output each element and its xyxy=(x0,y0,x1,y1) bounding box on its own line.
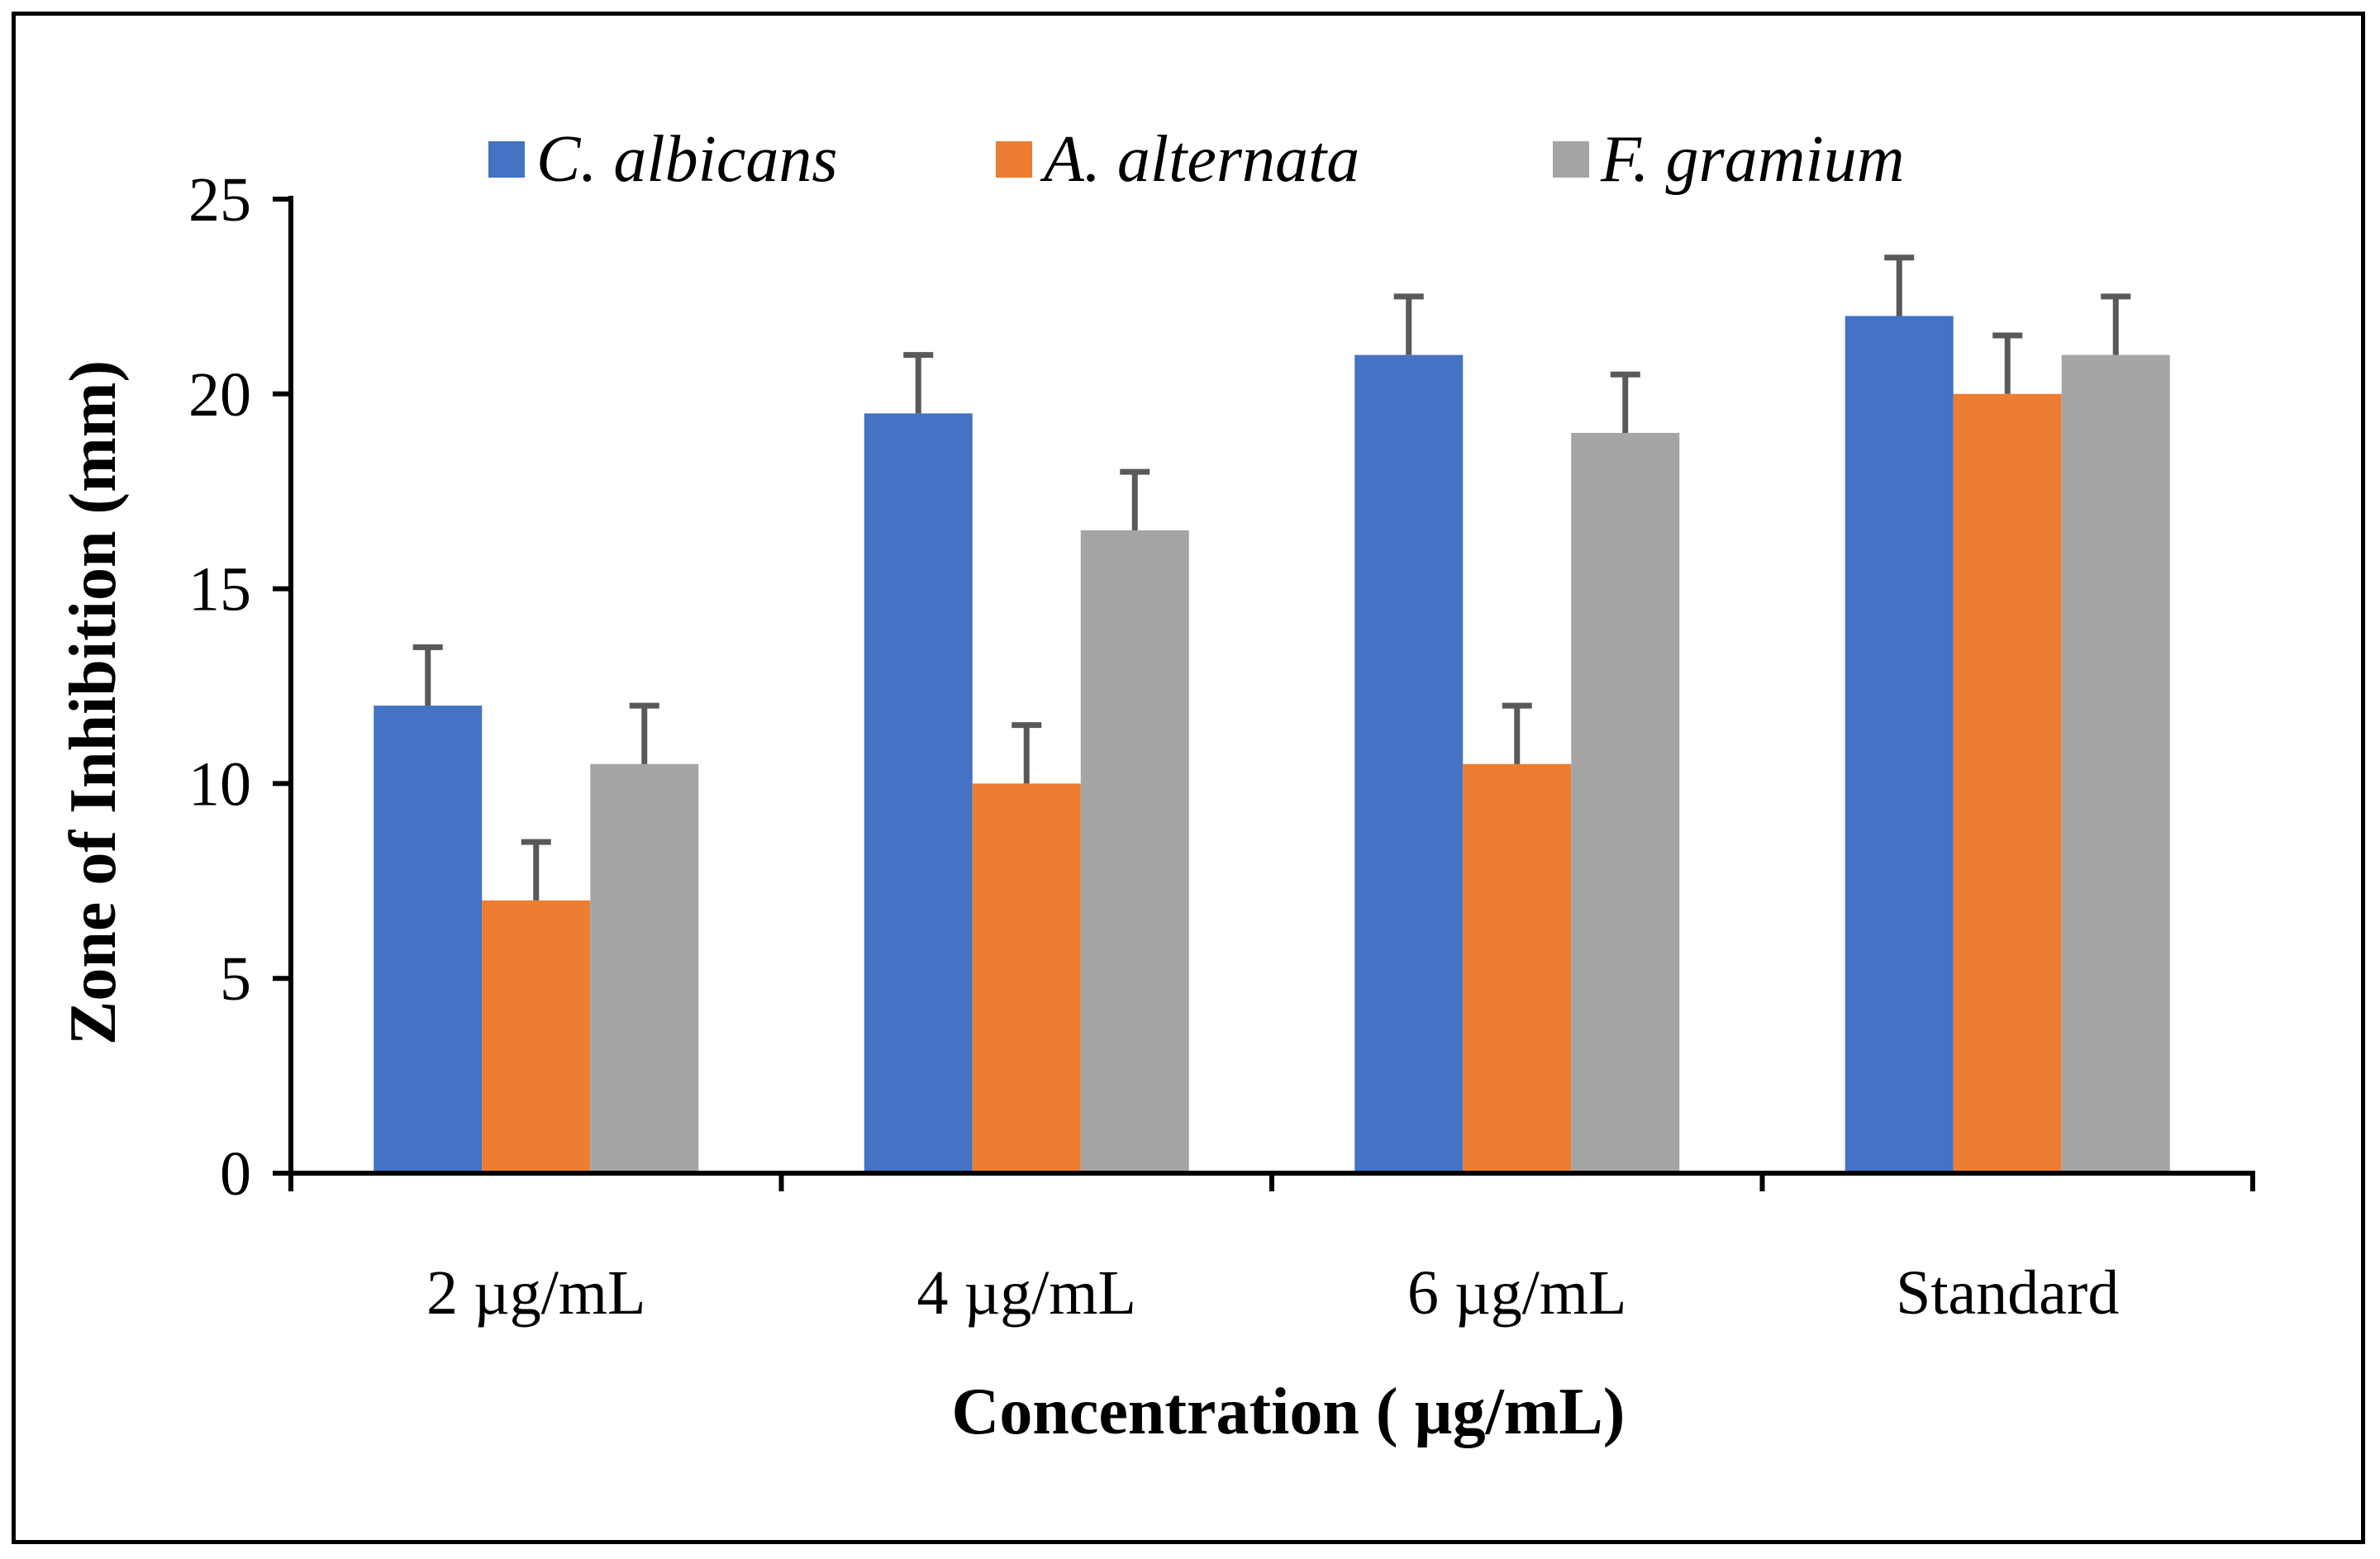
legend-label: F. gramium xyxy=(1600,123,1904,196)
x-axis-title: Concentration ( µg/mL) xyxy=(952,1376,1626,1448)
error-bars-layer xyxy=(412,254,2131,901)
bar-calbicans-1 xyxy=(864,413,973,1173)
bar-aalternata-1 xyxy=(972,783,1081,1173)
legend-label: A. alternata xyxy=(1040,123,1359,196)
bar-calbicans-0 xyxy=(374,706,483,1173)
x-tick-labels: 2 µg/mL 4 µg/mL 6 µg/mL Standard xyxy=(426,1258,2119,1328)
bars-layer xyxy=(374,316,2170,1174)
x-tick-label: Standard xyxy=(1896,1258,2119,1328)
y-axis-title: Zone of Inhibition (mm) xyxy=(57,360,130,1045)
y-tick-labels: 0 5 10 15 20 25 xyxy=(188,165,251,1209)
x-tick-label: 2 µg/mL xyxy=(426,1258,645,1328)
bar-aalternata-2 xyxy=(1463,763,1572,1173)
legend-swatch xyxy=(488,141,525,178)
y-tick-label: 25 xyxy=(188,165,251,235)
y-tick-label: 5 xyxy=(220,944,251,1014)
bar-calbicans-2 xyxy=(1354,354,1464,1173)
figure-frame: 0 5 10 15 20 25 2 µg/mL 4 µg/mL 6 µg/mL Standard… xyxy=(12,12,2365,1544)
y-tick-label: 0 xyxy=(220,1139,251,1209)
bar-fgramium-1 xyxy=(1080,530,1189,1173)
y-tick-label: 15 xyxy=(188,555,251,625)
axes-layer xyxy=(273,196,2255,1191)
x-tick-label: 6 µg/mL xyxy=(1407,1258,1626,1328)
bar-fgramium-2 xyxy=(1571,432,1680,1173)
bar-fgramium-0 xyxy=(590,763,699,1173)
bar-calbicans-3 xyxy=(1844,316,1954,1174)
bar-aalternata-3 xyxy=(1953,393,2062,1173)
bar-aalternata-0 xyxy=(482,900,591,1173)
bar-fgramium-3 xyxy=(2061,354,2170,1173)
legend: C. albicans A. alternata F. gramium xyxy=(488,123,1904,196)
legend-swatch xyxy=(996,141,1032,178)
bar-chart: 0 5 10 15 20 25 2 µg/mL 4 µg/mL 6 µg/mL Standard… xyxy=(57,123,2255,1448)
x-tick-label: 4 µg/mL xyxy=(917,1258,1136,1328)
legend-label: C. albicans xyxy=(536,123,837,196)
legend-swatch xyxy=(1553,141,1589,178)
y-tick-label: 20 xyxy=(188,360,251,430)
y-tick-label: 10 xyxy=(188,749,251,819)
